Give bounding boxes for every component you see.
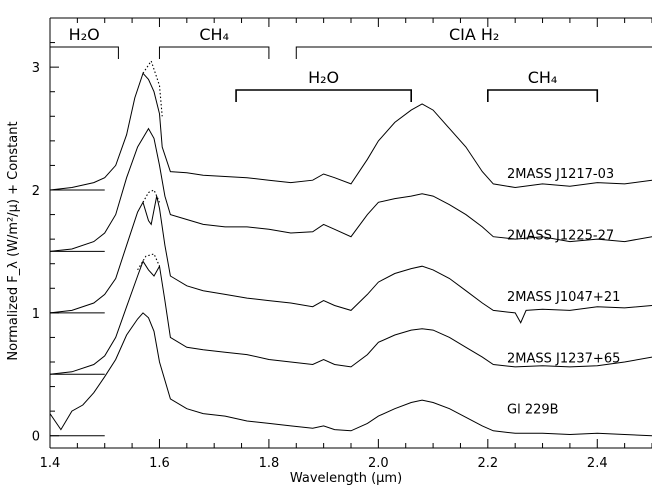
y-tick-label: 1 [32,307,40,322]
spectrum-line [49,312,652,437]
y-tick-label: 0 [32,430,40,445]
x-tick-label: 1.6 [149,456,170,471]
band-label: H₂O [69,25,100,44]
x-axis-label: Wavelength (μm) [290,471,402,486]
band-label: CH₄ [528,68,558,87]
x-tick-label: 1.4 [40,456,61,471]
y-tick-label: 3 [32,61,40,76]
series-label: Gl 229B [507,403,559,418]
x-tick-label: 2.4 [587,456,608,471]
spectrum-line [49,195,652,324]
band-bracket-line [50,46,119,59]
series-label: 2MASS J1047+21 [507,290,620,305]
spectrum-line [49,127,652,252]
series-label: 2MASS J1225-27 [507,228,614,243]
series-label: 2MASS J1217-03 [507,167,614,182]
band-label: H₂O [308,68,339,87]
series-label: 2MASS J1237+65 [507,351,620,366]
band-label: CH₄ [199,25,229,44]
band-bracket: H₂O [50,25,119,59]
x-tick-label: 2.0 [368,456,389,471]
y-axis-label: Normalized F_λ (W/m²/μ) + Constant [6,121,21,360]
band-bracket: H₂O [235,68,412,102]
band-bracket-line [158,46,270,59]
axes: 1.4 1.6 1.8 2.0 2.2 2.4 0 1 2 3 [32,17,652,471]
band-label: CIA H₂ [449,25,499,44]
series-labels: 2MASS J1217-03 2MASS J1225-27 2MASS J1047+… [507,167,620,418]
dotted-peak-line [137,253,161,271]
band-bracket: CH₄ [158,25,270,59]
band-bracket: CIA H₂ [295,25,652,59]
band-bracket-line [487,89,599,102]
band-brackets: H₂O CH₄ CIA H₂ H₂O CH₄ [50,25,652,102]
band-bracket-line [295,46,652,59]
x-tick-label: 1.8 [259,456,280,471]
band-bracket-line [235,89,412,102]
spectra [49,59,652,437]
y-tick-label: 2 [32,184,40,199]
spectrum-line [49,260,652,375]
x-tick-label: 2.2 [477,456,498,471]
dotted-peak-line [142,59,163,117]
baselines [50,189,105,437]
band-bracket: CH₄ [487,68,599,102]
spectrum-line [49,72,652,191]
